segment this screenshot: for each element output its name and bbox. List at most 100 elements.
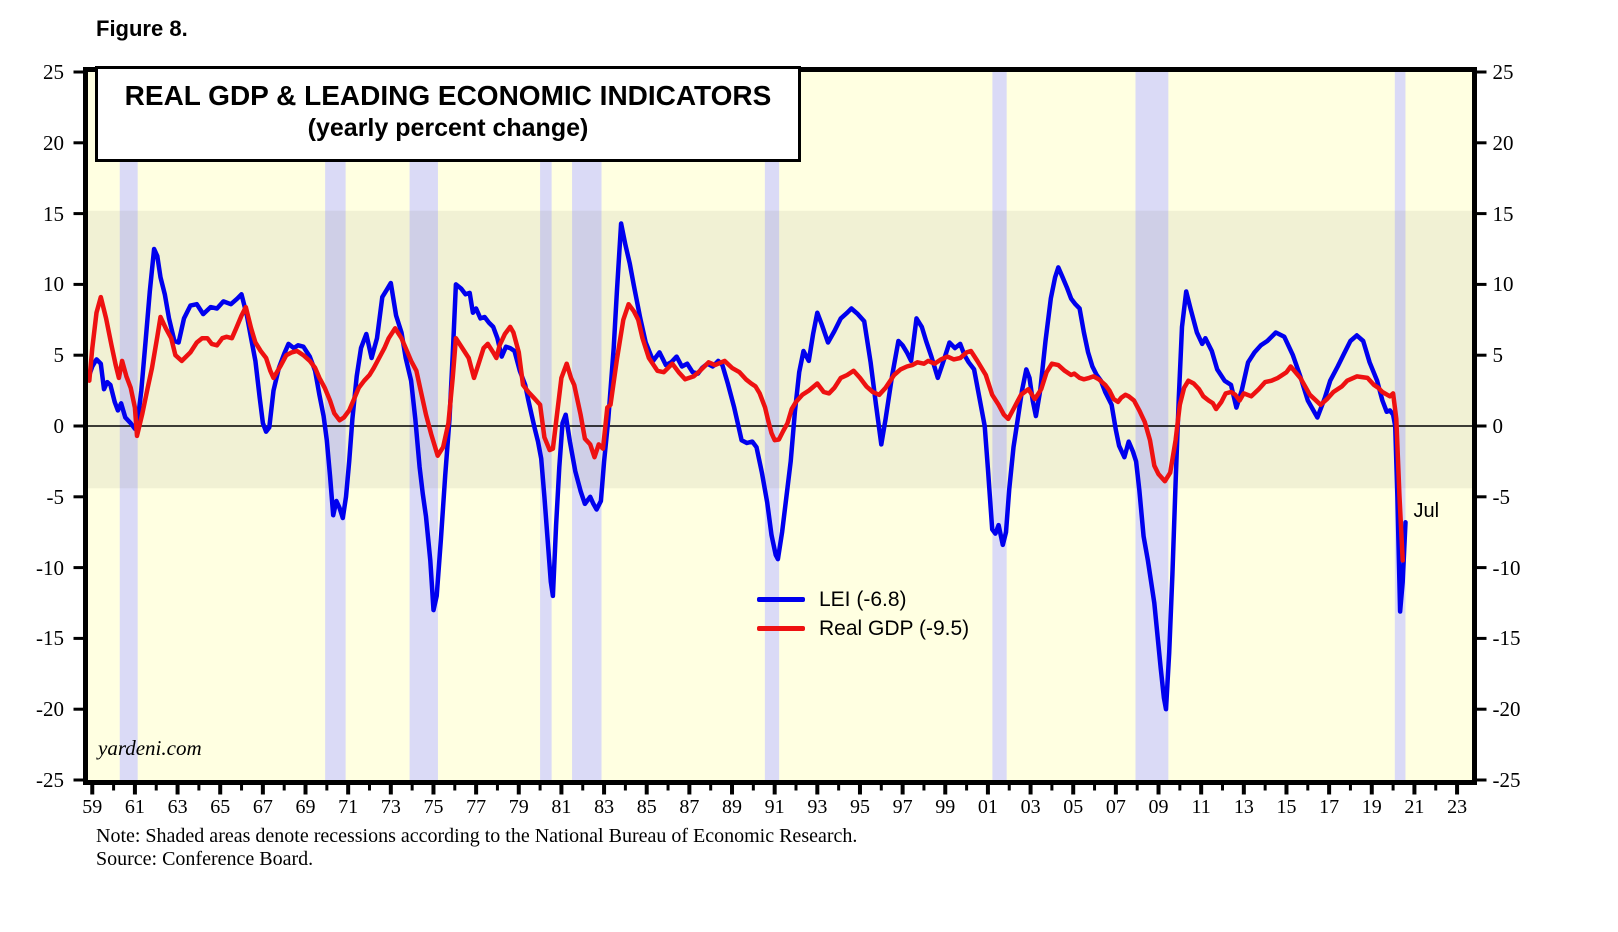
y-axis-label-left: 15	[43, 201, 64, 226]
x-major-tick	[388, 782, 393, 795]
x-major-tick	[1327, 782, 1332, 795]
y-axis-label-right: 15	[1492, 201, 1514, 226]
legend: LEI (-6.8) Real GDP (-9.5)	[757, 585, 969, 643]
x-minor-tick	[367, 782, 371, 791]
x-minor-tick	[1391, 782, 1395, 791]
y-tick-right	[1474, 212, 1487, 216]
y-tick-right	[1474, 566, 1487, 570]
x-axis-label: 95	[849, 796, 870, 818]
y-axis-label-left: -15	[36, 626, 64, 651]
y-axis-label-left: 5	[53, 343, 65, 368]
x-axis-label: 89	[722, 796, 743, 818]
y-tick-left	[73, 778, 86, 782]
figure-label: Figure 8.	[96, 16, 188, 41]
x-minor-tick	[1348, 782, 1352, 791]
x-minor-tick	[325, 782, 329, 791]
x-axis-label: 71	[338, 796, 359, 818]
x-major-tick	[132, 782, 137, 795]
x-axis-label: 17	[1319, 796, 1340, 818]
x-axis-label: 07	[1105, 796, 1126, 818]
x-axis-label: 87	[679, 796, 700, 818]
x-minor-tick	[112, 782, 116, 791]
x-minor-tick	[197, 782, 201, 791]
source-text: Source: Conference Board.	[96, 848, 314, 870]
x-minor-tick	[709, 782, 713, 791]
x-axis-label: 67	[252, 796, 273, 818]
y-axis-label-right: -5	[1492, 484, 1511, 509]
x-minor-tick	[1135, 782, 1139, 791]
y-tick-right	[1474, 282, 1487, 286]
x-minor-tick	[922, 782, 926, 791]
x-major-tick	[1241, 782, 1246, 795]
y-axis-label-right: 0	[1492, 414, 1504, 438]
y-tick-left	[73, 636, 86, 640]
x-major-tick	[1071, 782, 1076, 795]
x-minor-tick	[1306, 782, 1310, 791]
y-tick-right	[1474, 778, 1487, 782]
x-minor-tick	[1093, 782, 1097, 791]
x-axis-label: 63	[167, 796, 188, 818]
x-axis-label: 59	[82, 796, 103, 818]
y-axis-label-right: -15	[1492, 626, 1521, 651]
x-major-tick	[260, 782, 265, 795]
y-tick-left	[73, 353, 86, 357]
y-tick-right	[1474, 495, 1487, 499]
y-tick-left	[73, 141, 86, 145]
y-tick-left	[73, 212, 86, 216]
x-axis-label: 01	[977, 796, 998, 818]
x-minor-tick	[581, 782, 585, 791]
y-axis-label-left: 20	[43, 130, 64, 155]
x-axis-label: 81	[551, 796, 572, 818]
x-axis-label: 99	[935, 796, 956, 818]
watermark: yardeni.com	[98, 736, 202, 760]
x-minor-tick	[794, 782, 798, 791]
x-major-tick	[772, 782, 777, 795]
x-axis-label: 15	[1276, 796, 1297, 818]
x-major-tick	[90, 782, 95, 795]
x-axis-label: 79	[508, 796, 529, 818]
y-tick-left	[73, 566, 86, 570]
x-major-tick	[559, 782, 564, 795]
x-axis-label: 83	[594, 796, 615, 818]
y-tick-right	[1474, 707, 1487, 711]
x-minor-tick	[623, 782, 627, 791]
chart-subtitle: (yearly percent change)	[307, 114, 589, 142]
x-axis-label: 05	[1063, 796, 1084, 818]
y-axis-label-right: 20	[1492, 130, 1514, 155]
y-tick-left	[73, 424, 86, 428]
x-axis-label: 77	[466, 796, 487, 818]
y-tick-right	[1474, 636, 1487, 640]
x-minor-tick	[453, 782, 457, 791]
y-axis-label-left: -20	[36, 697, 64, 722]
x-minor-tick	[666, 782, 670, 791]
y-axis-label-left: 25	[43, 60, 64, 84]
y-axis-label-right: -10	[1492, 555, 1521, 580]
x-major-tick	[857, 782, 862, 795]
x-axis-label: 21	[1404, 796, 1425, 818]
x-minor-tick	[965, 782, 969, 791]
y-tick-right	[1474, 70, 1487, 74]
x-minor-tick	[1434, 782, 1438, 791]
y-axis-label-right: 5	[1492, 343, 1504, 368]
x-major-tick	[1156, 782, 1161, 795]
x-minor-tick	[1178, 782, 1182, 791]
x-minor-tick	[1007, 782, 1011, 791]
x-minor-tick	[154, 782, 158, 791]
x-minor-tick	[240, 782, 244, 791]
y-tick-right	[1474, 141, 1487, 145]
y-tick-left	[73, 282, 86, 286]
y-axis-label-left: -5	[46, 484, 65, 509]
y-axis-label-right: -25	[1492, 768, 1521, 792]
x-minor-tick	[410, 782, 414, 791]
x-major-tick	[1369, 782, 1374, 795]
x-minor-tick	[1050, 782, 1054, 791]
x-major-tick	[985, 782, 990, 795]
x-major-tick	[602, 782, 607, 795]
legend-item-real-gdp: Real GDP (-9.5)	[757, 614, 969, 643]
y-tick-left	[73, 707, 86, 711]
x-minor-tick	[1220, 782, 1224, 791]
x-axis-label: 03	[1020, 796, 1041, 818]
x-major-tick	[730, 782, 735, 795]
y-axis-label-right: -20	[1492, 697, 1521, 722]
